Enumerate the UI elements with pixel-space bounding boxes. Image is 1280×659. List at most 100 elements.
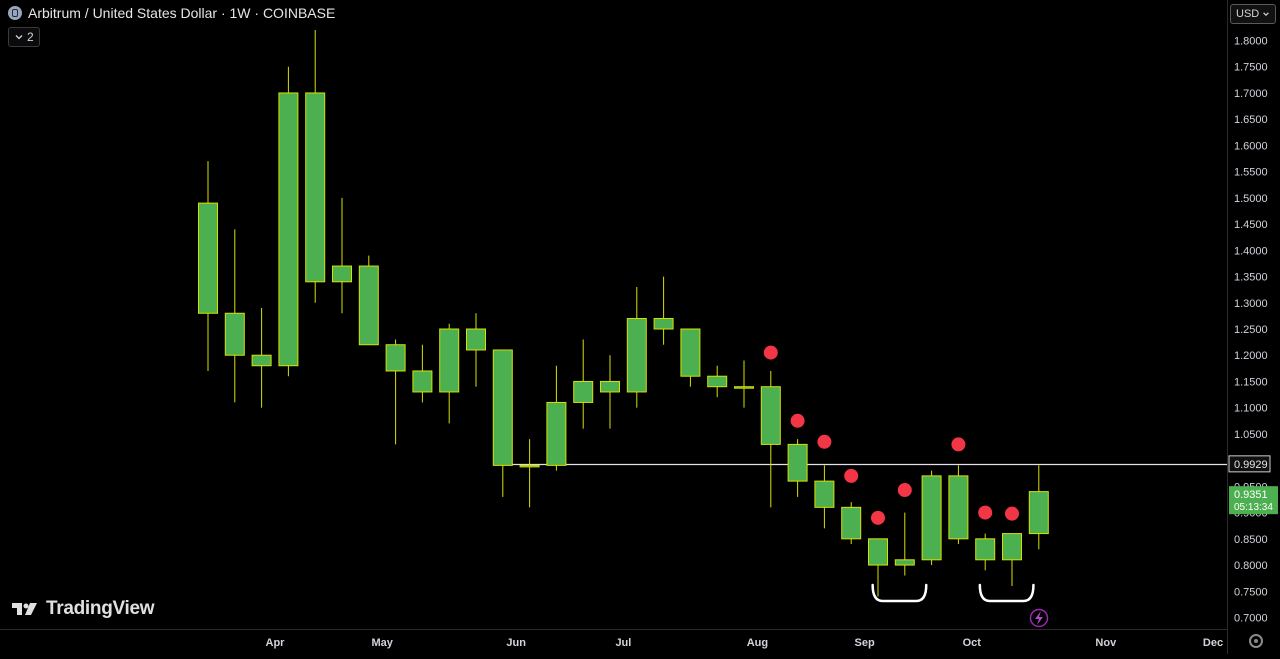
candle [600, 355, 620, 429]
price-tick-label: 1.1500 [1234, 376, 1268, 388]
candle-body [760, 386, 781, 445]
candle [305, 30, 326, 303]
candle-body [492, 349, 513, 466]
candle [734, 360, 754, 408]
candle-body [680, 328, 701, 377]
candle [439, 323, 460, 424]
candle-body [412, 370, 433, 393]
price-tick-label: 0.8000 [1234, 560, 1268, 572]
candle-body [921, 475, 942, 561]
chevron-down-icon [1263, 12, 1269, 17]
candle [680, 328, 701, 387]
price-tick-label: 1.7500 [1234, 62, 1268, 74]
price-tick-label: 1.6500 [1234, 114, 1268, 126]
time-tick-label: Sep [855, 637, 875, 649]
time-axis[interactable]: Apr May Jun Jul Aug Sep Oct Nov Dec [266, 637, 1224, 649]
signal-marker [790, 413, 805, 428]
candle-body [251, 354, 272, 367]
chart-header: Arbitrum / United States Dollar · 1W · C… [8, 5, 335, 21]
annotations-layer [871, 583, 1035, 603]
time-tick-label: May [371, 637, 393, 649]
candle-body [305, 92, 326, 283]
brand-name: TradingView [46, 598, 155, 619]
candle [921, 470, 942, 566]
signal-marker [817, 434, 832, 449]
price-tick-label: 1.0500 [1234, 429, 1268, 441]
candle [412, 344, 433, 403]
candle [707, 365, 728, 398]
candle-body [573, 380, 594, 403]
candle [653, 276, 674, 345]
signal-marker [897, 483, 912, 498]
candle-body [358, 265, 379, 346]
candle [841, 502, 862, 545]
candle-body [841, 506, 862, 540]
time-tick-label: Aug [747, 637, 768, 649]
symbol-title[interactable]: Arbitrum / United States Dollar · 1W · C… [28, 5, 336, 21]
indicators-toggle-button[interactable]: 2 [8, 27, 40, 47]
candle [224, 229, 245, 403]
time-tick-label: Nov [1095, 637, 1117, 649]
candle [519, 439, 540, 508]
price-tick-label: 1.3500 [1234, 272, 1268, 284]
candle-body [787, 443, 808, 482]
price-tick-label: 1.5500 [1234, 167, 1268, 179]
candle [1002, 533, 1022, 587]
candle-body [278, 92, 299, 367]
candle-body [1028, 491, 1049, 535]
signal-marker [951, 437, 966, 452]
arbitrum-logo-icon [8, 6, 22, 20]
price-tick-label: 1.4000 [1234, 245, 1268, 257]
price-tick-label: 1.5000 [1234, 193, 1268, 205]
candle-body [894, 559, 915, 566]
candle [787, 439, 808, 497]
lightning-badge[interactable] [1029, 608, 1049, 628]
candle-body [519, 464, 540, 468]
bracket-annotation [978, 583, 1035, 603]
candle [894, 512, 915, 576]
chevron-down-icon [15, 35, 23, 40]
signal-marker [1005, 506, 1019, 521]
currency-selector[interactable]: USD [1230, 4, 1276, 24]
candle [975, 533, 996, 571]
candle-body [439, 328, 460, 393]
settings-gear-icon[interactable] [1249, 634, 1263, 648]
candle-body [546, 401, 567, 466]
candle-body [466, 328, 486, 351]
currency-label: USD [1236, 8, 1260, 20]
level-price-label[interactable]: 0.9929 [1234, 459, 1268, 471]
candle [868, 538, 888, 597]
candle-body [868, 538, 888, 566]
price-tick-label: 1.7000 [1234, 88, 1268, 100]
lightning-icon [1035, 611, 1043, 625]
signal-marker [844, 468, 859, 483]
candle [626, 287, 647, 408]
price-tick-label: 1.2000 [1234, 350, 1268, 362]
time-tick-label: Dec [1203, 637, 1223, 649]
time-tick-label: Oct [963, 637, 982, 649]
candle-body [600, 380, 620, 393]
candle-body [332, 265, 352, 283]
candle-body [1002, 533, 1022, 561]
price-tick-label: 1.3000 [1234, 298, 1268, 310]
level-price-label-bg [1228, 455, 1271, 473]
last-price-label[interactable]: 0.9351 [1234, 489, 1268, 501]
time-tick-label: Apr [266, 637, 286, 649]
candle-body [975, 538, 996, 561]
price-axis[interactable]: 1.8000 1.7500 1.7000 1.6500 1.6000 1.5500 1.50… [1234, 36, 1268, 625]
tradingview-logo[interactable]: TradingView [12, 598, 155, 620]
price-tick-label: 1.6000 [1234, 140, 1268, 152]
time-tick-label: Jun [506, 637, 526, 649]
candles-layer [198, 30, 1049, 597]
price-tick-label: 1.8000 [1234, 36, 1268, 48]
candle-body [224, 312, 245, 356]
candle [278, 66, 299, 377]
candle-body [626, 318, 647, 393]
candle-body [948, 475, 969, 540]
candle [358, 255, 379, 346]
candle [573, 339, 594, 429]
price-tick-label: 0.7500 [1234, 586, 1268, 598]
bracket-annotation [871, 583, 928, 603]
